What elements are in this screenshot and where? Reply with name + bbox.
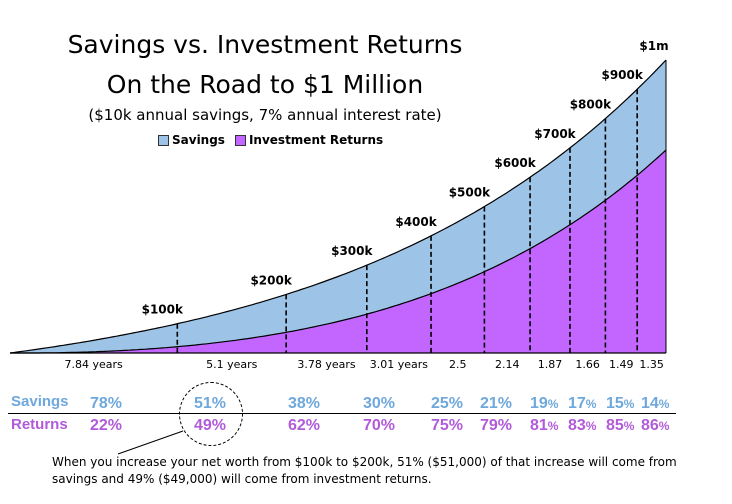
milestone-label: $400k: [395, 215, 437, 229]
highlight-circle: [179, 382, 243, 446]
savings-value: 15%: [606, 395, 635, 412]
savings-value: 51%: [194, 395, 227, 412]
returns-value: 83%: [568, 417, 597, 434]
returns-value: 22%: [90, 417, 123, 434]
returns-line: [10, 149, 667, 354]
returns-value: 79%: [480, 417, 513, 434]
legend-item-returns: Investment Returns: [234, 133, 384, 147]
returns-value: 62%: [288, 417, 321, 434]
interval-label: 7.84 years: [65, 358, 124, 371]
savings-value: 17%: [568, 395, 597, 412]
interval-label: 2.5: [449, 358, 467, 371]
returns-value: 81%: [530, 417, 559, 434]
chart-subtitle: ($10k annual savings, 7% annual interest…: [88, 106, 442, 124]
interval-label: 1.87: [538, 358, 563, 371]
returns-area: [10, 150, 666, 353]
interval-label: 5.1 years: [206, 358, 258, 371]
legend-item-savings: Savings: [158, 133, 225, 147]
savings-value: 19%: [530, 395, 559, 412]
interval-label: 2.14: [495, 358, 520, 371]
savings-value: 78%: [90, 395, 123, 412]
interval-label: 3.78 years: [297, 358, 356, 371]
savings-row-label: Savings: [11, 393, 69, 410]
legend-label-savings: Savings: [172, 133, 225, 147]
interval-label: 1.35: [639, 358, 664, 371]
milestone-label: $300k: [331, 244, 373, 258]
legend-label-returns: Investment Returns: [248, 133, 384, 147]
returns-value: 49%: [194, 417, 227, 434]
returns-value: 70%: [363, 417, 396, 434]
chart-area: $100k 7.84 years $200k 5.1 years $300k 3.78 y…: [9, 39, 669, 371]
savings-area: [10, 60, 666, 353]
returns-value: 86%: [641, 417, 670, 434]
returns-value: 75%: [431, 417, 464, 434]
legend: Savings Investment Returns: [158, 133, 393, 147]
milestone-label: $600k: [494, 156, 536, 170]
savings-value: 21%: [480, 395, 513, 412]
savings-value: 30%: [363, 395, 396, 412]
milestone-label: $800k: [570, 98, 612, 112]
table-divider: [8, 413, 676, 414]
returns-value: 85%: [606, 417, 635, 434]
returns-row-label: Returns: [11, 416, 68, 433]
milestone-label: $500k: [449, 186, 491, 200]
milestone-label: $100k: [142, 303, 184, 317]
interval-label: 1.66: [575, 358, 600, 371]
interval-label: 3.01 years: [370, 358, 429, 371]
footnote: When you increase your net worth from $1…: [52, 455, 677, 486]
milestone-label: $900k: [601, 68, 643, 82]
savings-value: 38%: [288, 395, 321, 412]
milestone-label: $1m: [639, 39, 668, 53]
savings-value: 25%: [431, 395, 464, 412]
savings-value: 14%: [641, 395, 670, 412]
legend-swatch-returns: [234, 134, 246, 146]
milestone-label: $700k: [534, 127, 576, 141]
total-line: [9, 59, 667, 354]
interval-label: 1.49: [609, 358, 634, 371]
chart-title-line-2: On the Road to $1 Million: [106, 70, 424, 99]
legend-swatch-savings: [158, 134, 169, 146]
milestone-label: $200k: [250, 273, 292, 287]
chart-title: Savings vs. Investment Returns: [67, 30, 463, 59]
